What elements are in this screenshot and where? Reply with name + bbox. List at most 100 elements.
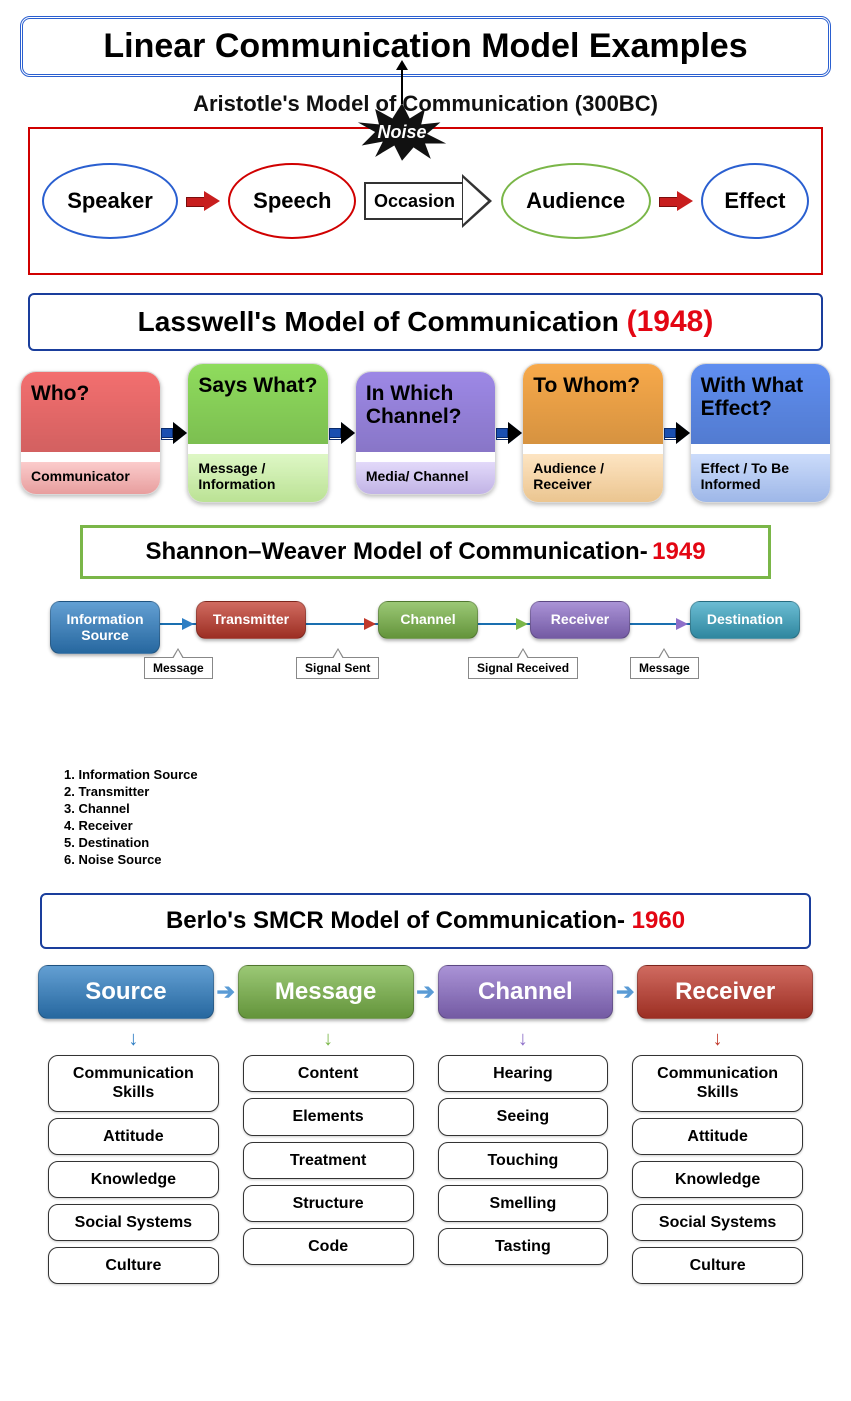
- berlo-head-message: Message: [238, 965, 414, 1019]
- aristotle-node-effect: Effect: [701, 163, 809, 239]
- berlo-cell: Communication Skills: [48, 1055, 219, 1111]
- berlo-head-receiver: Receiver: [637, 965, 813, 1019]
- berlo-cell: Attitude: [632, 1118, 803, 1155]
- arrow-icon: [161, 422, 187, 444]
- shannon-node: Transmitter: [196, 601, 306, 638]
- shannon-list-item: 1. Information Source: [64, 767, 841, 782]
- berlo-title: Berlo's SMCR Model of Communication-: [166, 907, 632, 934]
- down-arrow-icon: ↓: [438, 1029, 609, 1049]
- noise-burst: Noise: [354, 102, 450, 162]
- lasswell-year: (1948): [627, 305, 714, 338]
- down-arrow-icon: ↓: [632, 1029, 803, 1049]
- lasswell-question: Who?: [21, 372, 160, 452]
- shannon-sub-label: Signal Received: [468, 657, 578, 679]
- occasion-label: Occasion: [364, 182, 462, 220]
- berlo-column: ↓ Content Elements Treatment Structure Code: [243, 1029, 414, 1290]
- berlo-cell: Attitude: [48, 1118, 219, 1155]
- berlo-cell: Knowledge: [632, 1161, 803, 1198]
- lasswell-question: Says What?: [188, 364, 327, 444]
- berlo-cell: Social Systems: [632, 1204, 803, 1241]
- arrow-icon: [676, 618, 688, 630]
- aristotle-node-speaker: Speaker: [42, 163, 178, 239]
- lasswell-answer: Effect / To Be Informed: [691, 454, 830, 502]
- shannon-list-item: 4. Receiver: [64, 818, 841, 833]
- arrow-icon: ➔: [416, 979, 436, 1005]
- berlo-cell: Tasting: [438, 1228, 609, 1265]
- berlo-cell: Content: [243, 1055, 414, 1092]
- berlo-cell: Touching: [438, 1142, 609, 1179]
- shannon-node: Receiver: [530, 601, 630, 638]
- aristotle-node-audience: Audience: [501, 163, 651, 239]
- arrow-icon: [516, 618, 528, 630]
- lasswell-card: With What Effect? Effect / To Be Informed: [690, 363, 831, 503]
- lasswell-question: With What Effect?: [691, 364, 830, 444]
- shannon-sub-label: Message: [144, 657, 213, 679]
- berlo-cell: Culture: [48, 1247, 219, 1284]
- arrow-icon: [329, 422, 355, 444]
- shannon-node: Destination: [690, 601, 800, 638]
- lasswell-card: To Whom? Audience / Receiver: [522, 363, 663, 503]
- down-arrow-icon: ↓: [48, 1029, 219, 1049]
- berlo-cell: Culture: [632, 1247, 803, 1284]
- shannon-node: InformationSource: [50, 601, 160, 654]
- noise-label: Noise: [354, 122, 450, 143]
- shannon-year: 1949: [652, 538, 705, 565]
- page-title: Linear Communication Model Examples: [43, 27, 808, 66]
- page-title-banner: Linear Communication Model Examples: [20, 16, 831, 77]
- berlo-cell: Social Systems: [48, 1204, 219, 1241]
- berlo-column: ↓ Hearing Seeing Touching Smelling Tasting: [438, 1029, 609, 1290]
- lasswell-answer: Message / Information: [188, 454, 327, 502]
- berlo-column: ↓ Communication Skills Attitude Knowledge So…: [48, 1029, 219, 1290]
- arrow-icon: [182, 618, 194, 630]
- berlo-column: ↓ Communication Skills Attitude Knowledge So…: [632, 1029, 803, 1290]
- lasswell-answer: Communicator: [21, 462, 160, 494]
- berlo-cell: Seeing: [438, 1098, 609, 1135]
- shannon-list-item: 2. Transmitter: [64, 784, 841, 799]
- lasswell-question: To Whom?: [523, 364, 662, 444]
- arrow-icon: ➔: [216, 979, 236, 1005]
- lasswell-card: Says What? Message / Information: [187, 363, 328, 503]
- arrow-icon: [186, 191, 220, 211]
- berlo-cell: Smelling: [438, 1185, 609, 1222]
- lasswell-title-box: Lasswell's Model of Communication (1948): [28, 293, 823, 351]
- lasswell-diagram: Who? Communicator Says What? Message / Info…: [20, 363, 831, 503]
- noise-arrow: [398, 60, 408, 104]
- berlo-title-box: Berlo's SMCR Model of Communication- 196…: [40, 893, 811, 949]
- lasswell-card: In Which Channel? Media/ Channel: [355, 371, 496, 495]
- berlo-head-source: Source: [38, 965, 214, 1019]
- shannon-sub-label: Signal Sent: [296, 657, 379, 679]
- shannon-legend-list: 1. Information Source 2. Transmitter 3. Ch…: [64, 767, 841, 867]
- aristotle-node-speech: Speech: [228, 163, 356, 239]
- berlo-cell: Knowledge: [48, 1161, 219, 1198]
- berlo-columns: ↓ Communication Skills Attitude Knowledge So…: [36, 1029, 815, 1290]
- arrow-icon: ➔: [615, 979, 635, 1005]
- berlo-year: 1960: [632, 907, 685, 934]
- arrow-icon: [664, 422, 690, 444]
- shannon-list-item: 5. Destination: [64, 835, 841, 850]
- berlo-cell: Hearing: [438, 1055, 609, 1092]
- lasswell-card: Who? Communicator: [20, 371, 161, 495]
- shannon-list-item: 3. Channel: [64, 801, 841, 816]
- berlo-cell: Code: [243, 1228, 414, 1265]
- lasswell-question: In Which Channel?: [356, 372, 495, 452]
- berlo-cell: Treatment: [243, 1142, 414, 1179]
- lasswell-answer: Audience / Receiver: [523, 454, 662, 502]
- shannon-sub-label: Message: [630, 657, 699, 679]
- berlo-cell: Structure: [243, 1185, 414, 1222]
- shannon-list-item: 6. Noise Source: [64, 852, 841, 867]
- shannon-diagram: InformationSource Message Transmitter Signa…: [28, 593, 823, 693]
- berlo-cell: Elements: [243, 1098, 414, 1135]
- lasswell-answer: Media/ Channel: [356, 462, 495, 494]
- shannon-title-box: Shannon–Weaver Model of Communication- 1…: [80, 525, 771, 579]
- lasswell-title: Lasswell's Model of Communication: [138, 306, 627, 337]
- berlo-header-row: Source➔Message➔Channel➔Receiver: [36, 965, 815, 1019]
- shannon-node: Channel: [378, 601, 478, 638]
- berlo-head-channel: Channel: [438, 965, 614, 1019]
- down-arrow-icon: ↓: [243, 1029, 414, 1049]
- arrow-icon: [659, 191, 693, 211]
- arrow-icon: [364, 618, 376, 630]
- berlo-cell: Communication Skills: [632, 1055, 803, 1111]
- occasion-arrow: Occasion: [364, 174, 492, 228]
- arrow-icon: [496, 422, 522, 444]
- shannon-title: Shannon–Weaver Model of Communication-: [145, 538, 647, 565]
